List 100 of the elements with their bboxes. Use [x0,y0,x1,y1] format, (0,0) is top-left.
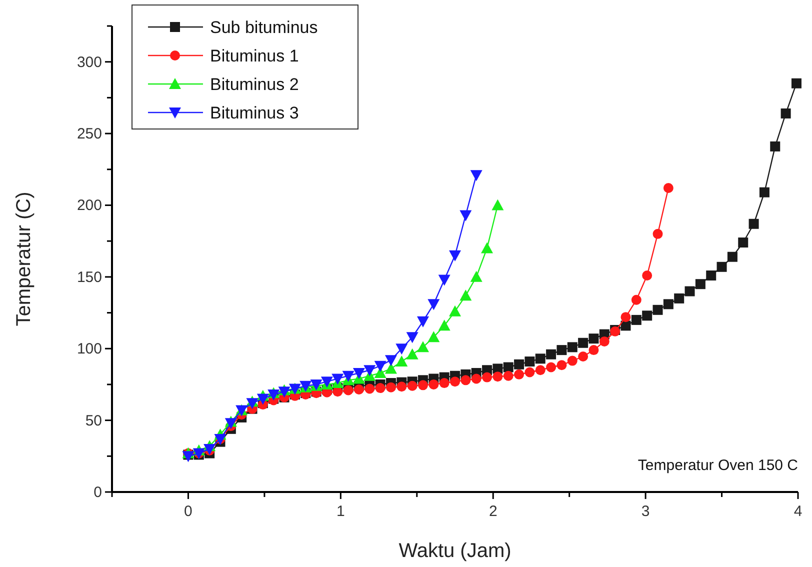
point [182,451,194,462]
point [224,418,237,430]
point [599,336,610,346]
legend-label: Bituminus 2 [210,75,299,94]
point [460,290,472,301]
y-tick-label: 0 [94,484,102,501]
legend-label: Bituminus 3 [210,104,299,122]
point [588,345,599,356]
point [535,354,546,364]
point [332,374,344,385]
point [407,380,418,391]
point [418,380,428,390]
point [642,270,652,280]
point [406,332,418,344]
point [428,379,439,390]
point [620,312,631,322]
point [514,369,524,380]
point [546,362,556,372]
point [374,360,386,372]
y-tick-label: 100 [76,340,102,358]
point [438,320,450,331]
point [471,374,482,384]
y-tick-label: 250 [76,126,102,143]
point [791,78,802,88]
point [470,170,482,182]
y-axis-title: Temperatur (C) [13,192,35,326]
point [416,316,429,328]
point [727,252,738,262]
point [342,370,354,382]
point [428,331,440,342]
point [416,341,429,352]
point [588,334,599,344]
point [674,293,684,304]
point [492,372,503,382]
point [716,262,727,272]
point [246,398,258,410]
point [663,299,674,310]
point [535,365,546,376]
point [449,305,461,316]
point [439,378,450,388]
point [352,368,365,379]
x-tick-label: 3 [641,503,650,520]
point [514,359,524,370]
point [460,375,471,386]
point [268,390,280,400]
point [364,384,375,394]
point [386,382,396,392]
point [524,367,535,378]
point [470,270,482,282]
x-tick-label: 4 [794,503,802,520]
point [482,372,492,382]
point [460,210,472,222]
y-tick-label: 200 [76,197,102,214]
point [770,141,780,152]
y-tick-label: 50 [85,412,102,430]
point [428,299,440,310]
point [738,238,748,248]
point [556,360,567,370]
point [343,385,354,396]
point [503,362,514,372]
point [449,250,461,262]
point [492,199,504,210]
point [652,304,663,315]
point [384,355,397,366]
point [278,386,290,398]
point [780,108,791,118]
point [396,344,408,355]
point [631,294,642,305]
point [384,362,397,374]
point [631,314,642,325]
point [706,270,716,280]
point [364,365,376,376]
point [684,286,695,296]
point [642,310,652,321]
point [567,356,578,366]
point [396,356,408,367]
x-axis-title: Waktu (Jam) [398,540,512,562]
x-tick-label: 1 [336,503,345,520]
point [695,279,706,290]
point [759,187,770,198]
point [406,348,418,360]
point [481,242,494,254]
point [748,218,759,229]
y-tick-label: 300 [76,54,102,71]
x-tick-label: 2 [488,503,498,520]
point [503,370,514,381]
point [567,342,578,352]
point [546,349,556,360]
x-tick-label: 0 [184,503,192,520]
annotation: Temperatur Oven 150 C [638,457,798,474]
point [578,338,588,348]
point [578,352,588,362]
point [332,386,343,397]
point [438,274,450,286]
point [375,383,386,394]
point [396,382,407,392]
legend-label: Bituminus 1 [210,46,299,66]
point [663,183,674,194]
point [256,394,269,405]
point [652,228,663,239]
